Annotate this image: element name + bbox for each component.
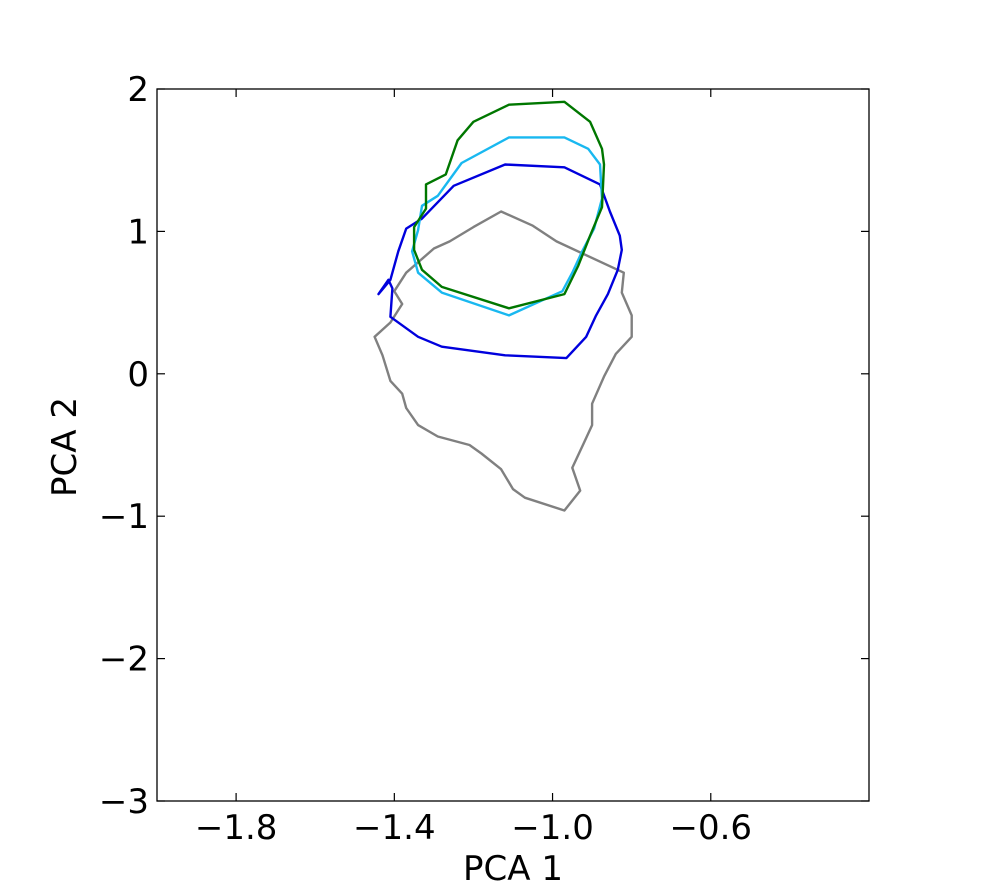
y-tick-label: 2 <box>127 70 149 110</box>
y-tick-label: −3 <box>99 782 149 822</box>
contour-series-1 <box>373 210 633 512</box>
contour-series-2 <box>377 163 623 360</box>
x-tick-label: −1.8 <box>195 808 278 848</box>
plot-area <box>157 89 869 801</box>
x-tick-label: −1.4 <box>353 808 436 848</box>
y-tick-label: 1 <box>127 212 149 252</box>
y-axis-label: PCA 2 <box>45 397 85 497</box>
series-layer <box>373 100 633 512</box>
tick-layer: −1.8 −1.4 −1.0 −0.6 −3 −2 −1 0 1 2 <box>99 70 869 848</box>
contour-series-4 <box>412 100 606 310</box>
x-tick-label: −0.6 <box>669 808 752 848</box>
y-tick-label: −1 <box>99 497 149 537</box>
contour-series-3 <box>410 136 604 317</box>
plot-frame <box>156 88 870 802</box>
y-tick-label: −2 <box>99 640 149 680</box>
x-tick-label: −1.0 <box>511 808 594 848</box>
x-axis-label: PCA 1 <box>463 849 563 889</box>
y-tick-label: 0 <box>127 355 149 395</box>
